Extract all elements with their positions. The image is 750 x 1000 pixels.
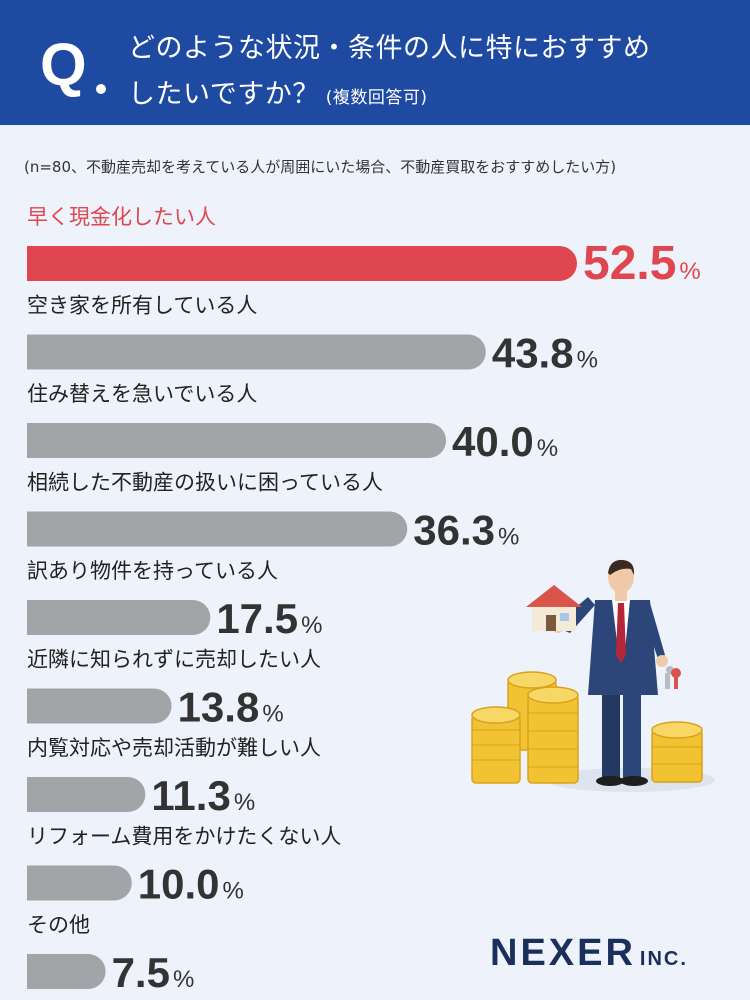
- bar-left-edge: [27, 511, 62, 547]
- bar-left-edge: [27, 954, 62, 989]
- value-label: 43.8%: [492, 330, 598, 377]
- q-dot: [96, 84, 106, 94]
- value-label: 17.5%: [216, 595, 322, 642]
- bar-left-edge: [27, 334, 62, 370]
- bar-left-edge: [27, 246, 62, 281]
- businessman-illustration-icon: [471, 559, 715, 792]
- question-line-1: どのような状況・条件の人に特におすすめ: [128, 33, 651, 64]
- category-label: 住み替えを急いでいる人: [27, 382, 257, 406]
- value-label: 36.3%: [413, 507, 519, 554]
- category-label: その他: [27, 913, 90, 937]
- question-note: (複数回答可): [325, 88, 428, 108]
- value-label: 11.3%: [151, 772, 255, 819]
- value-label: 40.0%: [452, 418, 558, 465]
- value-label: 13.8%: [178, 684, 284, 731]
- category-label: 相続した不動産の扱いに困っている人: [27, 471, 383, 495]
- question-header: Q どのような状況・条件の人に特におすすめ したいですか？ (複数回答可): [0, 0, 750, 125]
- bar-left-edge: [27, 777, 62, 812]
- bar: [27, 600, 211, 635]
- bar-left-edge: [27, 600, 62, 635]
- category-label: 空き家を所有している人: [27, 294, 257, 318]
- category-label: 早く現金化したい人: [27, 205, 216, 229]
- question-line-2: したいですか？ (複数回答可): [128, 72, 427, 111]
- category-label: 訳あり物件を持っている人: [27, 559, 278, 583]
- question-line-2-text: したいですか？: [128, 79, 320, 110]
- bar-left-edge: [27, 865, 62, 901]
- bar: [27, 334, 486, 370]
- category-label: 内覧対応や売却活動が難しい人: [27, 736, 321, 760]
- category-label: リフォーム費用をかけたくない人: [27, 825, 341, 849]
- category-label: 近隣に知られずに売却したい人: [27, 648, 321, 672]
- q-letter: Q: [40, 31, 87, 98]
- bar-left-edge: [27, 688, 62, 724]
- nexer-logo: NEXER INC.: [490, 932, 688, 975]
- logo-suffix: INC.: [639, 948, 688, 970]
- bar: [27, 423, 447, 458]
- value-label: 10.0%: [138, 861, 244, 908]
- bar: [27, 246, 577, 281]
- value-label: 7.5%: [112, 949, 195, 996]
- logo-name: NEXER: [490, 932, 636, 974]
- bar: [27, 688, 172, 724]
- bar-left-edge: [27, 423, 62, 458]
- survey-note: (n=80、不動産売却を考えている人が周囲にいた場合、不動産買取をおすすめしたい…: [24, 158, 617, 176]
- bar: [27, 511, 408, 547]
- value-label: 52.5%: [583, 237, 701, 290]
